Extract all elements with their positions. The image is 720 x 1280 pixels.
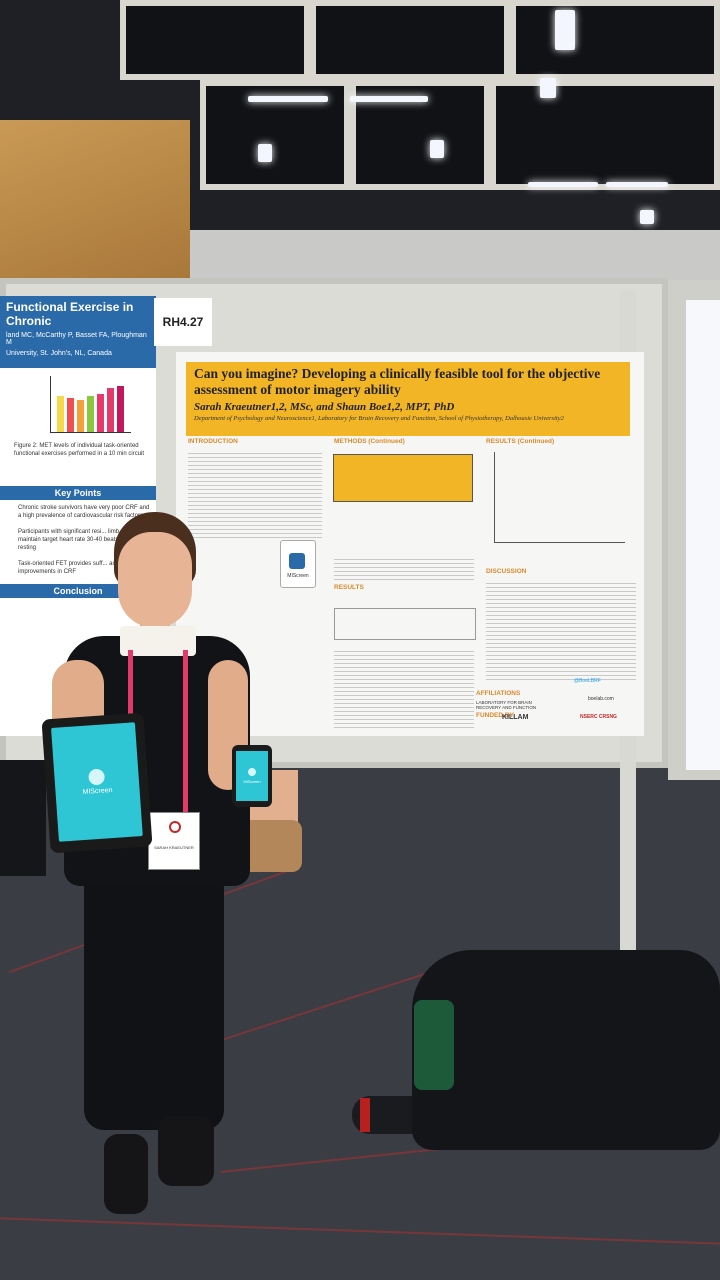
phone-app-logo-icon [248, 768, 256, 776]
methods-heading: METHODS (Continued) [334, 438, 405, 445]
tablet-app-name: MIScreen [82, 786, 113, 797]
tube-cap-red [360, 1098, 370, 1132]
person-legs [84, 880, 224, 1130]
nserc-logo: NSERC CRSNG [580, 714, 617, 720]
discussion-heading: DISCUSSION [486, 568, 527, 575]
funded-by-heading: FUNDED BY [476, 712, 514, 719]
phone-screen: MIScreen [236, 751, 268, 801]
key-point-2: Participants with significant resi... li… [18, 529, 144, 551]
left-poster-header: Functional Exercise in Chronic land MC, … [0, 296, 156, 368]
badge-name: SARAH KRAEUTNER [154, 845, 194, 850]
board-number-label: RH4.27 [154, 298, 212, 346]
person-shoe-right [158, 1116, 214, 1186]
methods-text [334, 556, 474, 580]
key-point-1: Chronic stroke survivors have very poor … [18, 505, 150, 519]
left-poster-title: Functional Exercise in Chronic [6, 300, 134, 328]
name-badge: SARAH KRAEUTNER [148, 812, 200, 870]
black-bag [412, 950, 720, 1150]
poster-phone-figure: MIScreen [280, 540, 316, 588]
left-poster-affiliation: University, St. John's, NL, Canada [6, 350, 112, 357]
discussion-text [486, 580, 636, 680]
right-poster [686, 300, 720, 770]
bag-green-strap [414, 1000, 454, 1090]
methods-table [333, 454, 473, 502]
results-cont-heading: RESULTS (Continued) [486, 438, 555, 445]
results-text [334, 648, 474, 728]
results-heading: RESULTS [334, 584, 364, 591]
results-table [334, 608, 476, 640]
app-logo-icon [88, 768, 106, 786]
results-scatter-plot [494, 452, 625, 543]
phone-app-name: MIScreen [243, 779, 261, 784]
wood-wall [0, 120, 190, 280]
background-person-left [0, 760, 46, 876]
ceiling [0, 0, 720, 280]
twitter-handle: @BoeLBRF [574, 678, 601, 684]
poster-title-banner: Can you imagine? Developing a clinically… [186, 362, 630, 436]
affiliations-heading: AFFILIATIONS [476, 690, 521, 697]
person-face [118, 532, 192, 628]
intro-text [188, 450, 322, 540]
lab-name: LABORATORY FOR BRAIN RECOVERY AND FUNCTI… [476, 700, 537, 710]
back-wall [190, 230, 720, 280]
smartphone: MIScreen [232, 745, 272, 807]
left-poster-authors: land MC, McCarthy P, Basset FA, Ploughma… [6, 332, 147, 346]
key-points-header: Key Points [0, 486, 156, 500]
poster-authors: Sarah Kraeutner1,2, MSc, and Shaun Boe1,… [194, 401, 455, 413]
key-point-3: Task-oriented FET provides suff... achie… [18, 561, 130, 575]
badge-logo-icon [169, 821, 181, 833]
poster-app-label: MIScreen [287, 573, 309, 579]
poster-title: Can you imagine? Developing a clinically… [194, 366, 601, 397]
met-bar-chart [50, 376, 131, 433]
lab-website: boelab.com [588, 696, 614, 702]
intro-heading: INTRODUCTION [188, 438, 238, 445]
killam-logo: KILLAM [502, 714, 529, 721]
tablet: MIScreen [41, 712, 153, 854]
poster-departments: Department of Psychology and Neuroscienc… [194, 415, 564, 422]
tablet-screen: MIScreen [51, 722, 143, 842]
person-shoe-left [104, 1134, 148, 1214]
figure-caption: Figure 2: MET levels of individual task-… [14, 443, 145, 457]
conclusion-header: Conclusion [0, 584, 156, 598]
